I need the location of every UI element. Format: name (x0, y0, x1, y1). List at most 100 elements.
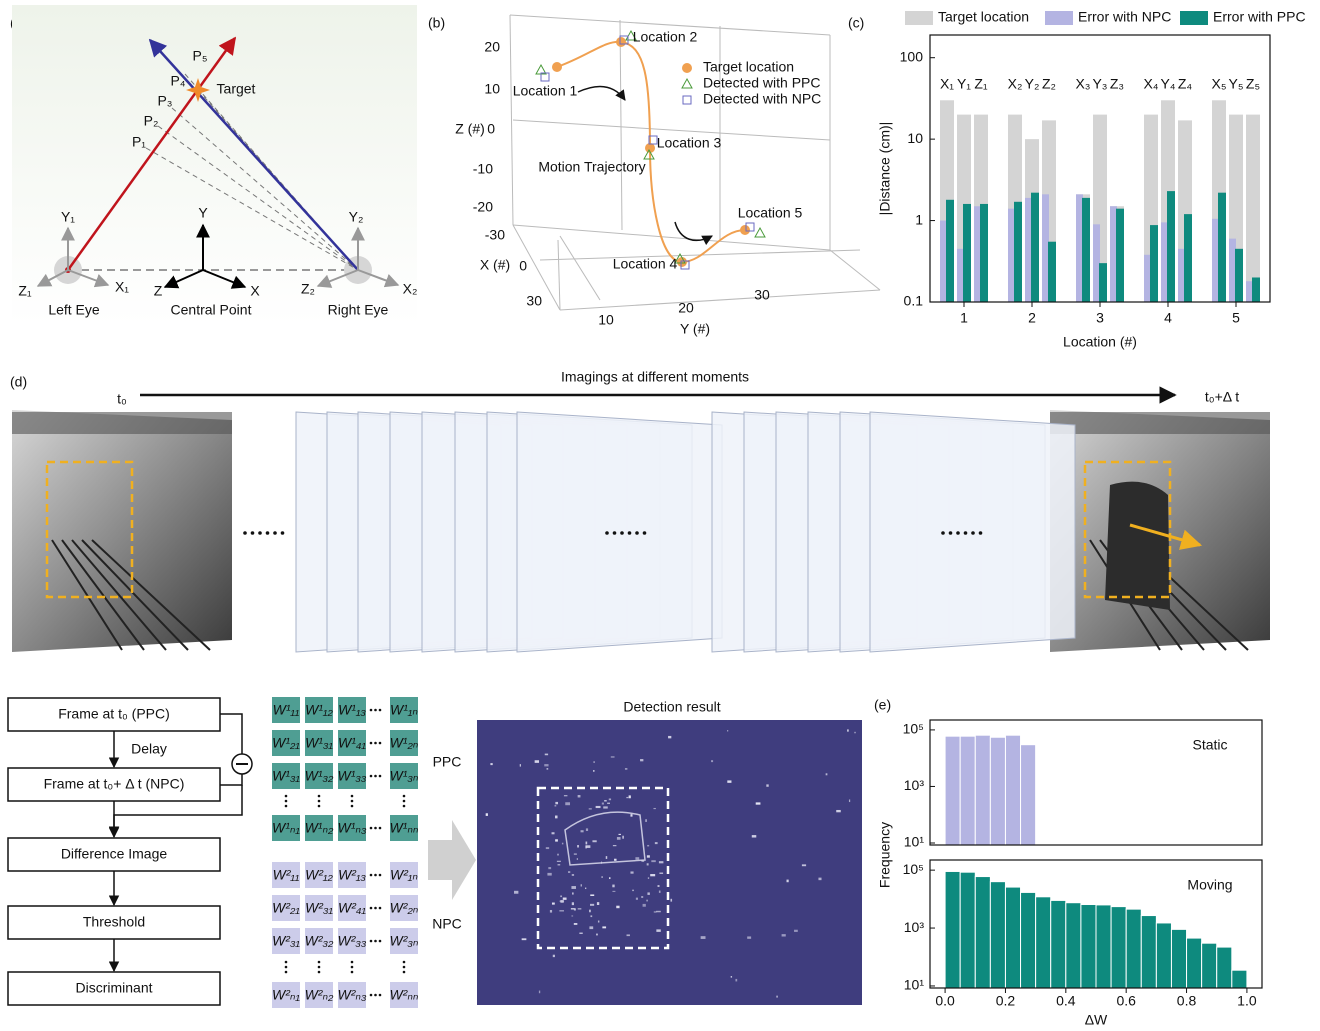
detected-pixel (606, 856, 607, 859)
detected-pixel (794, 930, 798, 932)
ellipsis-dot (613, 531, 617, 535)
flow-step: Threshold (83, 914, 145, 930)
detected-pixel (597, 902, 599, 905)
z-tick-label: 10 (484, 81, 500, 97)
detected-pixel (818, 878, 821, 881)
detected-pixel (590, 904, 594, 906)
weight-label: W²₃₃ (338, 933, 367, 949)
detected-pixel (802, 864, 806, 866)
x-tick-label: 0.6 (1116, 993, 1136, 1009)
ellipsis-dot (956, 531, 960, 535)
panel-label: (e) (874, 697, 891, 713)
weight-label: W¹ₙ₂ (305, 820, 334, 836)
weight-label: W¹ₙ₃ (337, 820, 366, 836)
detected-pixel (572, 902, 574, 905)
time-start: t₀ (117, 391, 127, 407)
bar (1076, 194, 1083, 302)
histogram-bar (945, 871, 960, 988)
ellipsis-dot (370, 907, 373, 910)
x-tick-label: 0.4 (1056, 993, 1076, 1009)
weight-label: W¹₄₁ (338, 735, 366, 751)
detected-pixel (847, 729, 848, 731)
histogram-bar (990, 737, 1005, 845)
ellipsis-dot (374, 709, 377, 712)
ellipsis-dot (605, 531, 609, 535)
detected-pixel (647, 845, 649, 846)
detected-pixel (747, 936, 751, 938)
ellipsis-dot (620, 531, 624, 535)
matrix-label: PPC (433, 754, 462, 770)
detected-pixel (656, 911, 661, 912)
ellipsis-dot (318, 795, 321, 798)
bar-label: X₄ (1143, 76, 1158, 92)
ellipsis-dot (351, 800, 354, 803)
detected-pixel (627, 934, 630, 936)
y-tick-label: 10¹ (904, 977, 925, 993)
ellipsis-dot (370, 994, 373, 997)
ellipsis-dot (979, 531, 983, 535)
detected-pixel (609, 798, 611, 800)
detected-pixel (552, 832, 555, 834)
histogram-bar (1141, 916, 1156, 988)
weight-label: W¹₁₃ (338, 702, 366, 718)
weight-label: W¹₃₁ (305, 735, 333, 751)
weight-label: W¹₁₂ (305, 702, 333, 718)
detected-pixel (776, 996, 777, 998)
axis-label: Y₂ (349, 209, 364, 225)
detected-pixel (647, 863, 649, 865)
detected-pixel (613, 845, 617, 846)
detected-pixel (514, 891, 518, 894)
histogram-bar (1171, 929, 1186, 988)
detected-pixel (590, 915, 592, 917)
detected-pixel (589, 910, 591, 913)
detected-pixel (651, 860, 655, 862)
panel-label: (b) (428, 15, 445, 31)
weight-label: W²₁₂ (305, 867, 333, 883)
detected-pixel (555, 816, 558, 819)
detected-pixel (546, 847, 549, 849)
y-tick-label: 10³ (904, 919, 925, 935)
detected-pixel (545, 754, 548, 756)
bar (1014, 202, 1022, 302)
detected-pixel (589, 808, 592, 809)
detected-pixel (552, 903, 555, 905)
histogram-bar (960, 736, 975, 845)
bar (1246, 281, 1253, 302)
ellipsis-dot (285, 800, 288, 803)
detected-pixel (547, 768, 549, 770)
histogram-bar (945, 736, 960, 845)
detected-pixel (641, 896, 643, 898)
legend-label: Error with PPC (1213, 9, 1306, 25)
ellipsis-dot (251, 531, 255, 535)
bar (1093, 224, 1100, 302)
weight-label: W²₃₁ (272, 933, 300, 949)
detected-pixel (535, 760, 539, 763)
bar-label: X₃ (1075, 76, 1090, 92)
y-tick-label: 10 (907, 130, 923, 146)
ellipsis-dot (403, 800, 406, 803)
detected-pixel (635, 857, 639, 860)
ellipsis-dot (285, 971, 288, 974)
x-tick-label: 30 (526, 293, 542, 309)
axis-label: Y (198, 205, 208, 221)
matrix-label: NPC (432, 916, 462, 932)
bar (1110, 206, 1117, 302)
ellipsis-dot (628, 531, 632, 535)
bar (1025, 198, 1032, 302)
x-axis-label: X (#) (480, 257, 510, 273)
location-label: Location 2 (633, 29, 698, 45)
histogram-bar (1111, 907, 1126, 988)
detected-pixel (559, 910, 564, 912)
detected-pixel (571, 886, 576, 889)
detected-pixel (612, 891, 615, 892)
annotation: Moving (1187, 877, 1232, 893)
bar (1008, 209, 1015, 302)
detected-pixel (629, 795, 631, 798)
legend-marker (682, 63, 692, 73)
detected-pixel (756, 802, 761, 804)
ellipsis-dot (374, 940, 377, 943)
y-axis-label: Frequency (877, 822, 893, 888)
axis-label: X (250, 283, 260, 299)
detected-pixel (656, 929, 660, 931)
detected-pixel (640, 759, 643, 761)
